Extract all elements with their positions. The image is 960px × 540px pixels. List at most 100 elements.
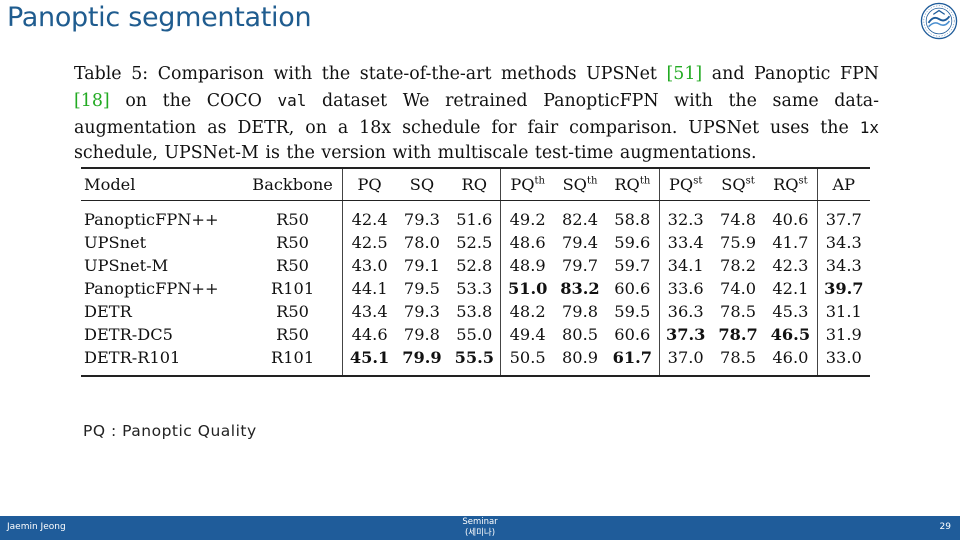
header-backbone: Backbone <box>242 167 344 201</box>
cell-sq-th: 82.4 <box>561 210 599 229</box>
cell-sq: 78.0 <box>403 233 440 252</box>
cell-pq: 45.1 <box>342 346 396 377</box>
table-caption: Table 5: Comparison with the state-of-th… <box>74 62 879 167</box>
cell-model: DETR-DC5 <box>84 325 173 344</box>
cell-sq-st: 75.9 <box>720 233 757 252</box>
cell-backbone: R101 <box>242 346 344 377</box>
cell-pq: 44.6 <box>351 325 388 344</box>
citation-link[interactable]: [18] <box>74 90 110 111</box>
cell-rq-st: 46.0 <box>764 346 818 377</box>
header-sq: SQ <box>395 167 449 201</box>
cell-pq: 43.0 <box>351 256 388 275</box>
header-rq-th: RQth <box>606 167 660 201</box>
header-sq-st-base: SQ <box>721 175 746 194</box>
caption-code: val <box>277 90 307 110</box>
cell-pq-st: 37.3 <box>665 325 706 344</box>
citation-link[interactable]: [51] <box>666 64 703 84</box>
cell-sq-st: 74.8 <box>720 210 757 229</box>
table-row: DETR-DC5 R50 44.6 79.8 55.0 49.4 80.5 60… <box>81 323 870 346</box>
header-pq-th-sup: th <box>534 175 545 187</box>
cell-sq: 79.1 <box>403 256 440 275</box>
cell-rq-th: 59.7 <box>606 254 660 277</box>
cell-sq: 79.9 <box>395 346 449 377</box>
cell-pq-th: 49.2 <box>509 210 546 229</box>
header-pq-st: PQst <box>659 167 712 201</box>
cell-pq-th: 51.0 <box>507 279 548 298</box>
cell-sq: 79.3 <box>403 210 440 229</box>
results-table: Model Backbone PQ SQ RQ PQth SQth RQth P… <box>81 167 870 377</box>
cell-rq: 53.8 <box>448 300 502 323</box>
table-row: UPSnet-M R50 43.0 79.1 52.8 48.9 79.7 59… <box>81 254 870 277</box>
cell-rq: 53.3 <box>448 277 502 300</box>
cell-rq-st: 41.7 <box>764 231 818 254</box>
cell-sq-th: 79.8 <box>561 302 599 321</box>
cell-model: DETR <box>84 302 132 321</box>
caption-text: on the COCO <box>109 90 278 111</box>
header-rq-th-base: RQ <box>614 175 640 194</box>
cell-sq-st: 78.7 <box>718 325 758 344</box>
cell-pq: 44.1 <box>351 279 388 298</box>
cell-sq-th: 80.9 <box>553 346 607 377</box>
header-rq-st: RQst <box>764 167 818 201</box>
cell-ap: 39.7 <box>824 279 864 298</box>
cell-sq-st: 78.2 <box>720 256 757 275</box>
cell-rq-th: 59.6 <box>606 231 660 254</box>
cell-ap: 37.7 <box>825 210 862 229</box>
caption-text: schedule, UPSNet-M is the version with m… <box>74 143 757 164</box>
header-pq-th: PQth <box>500 167 554 201</box>
caption-text: dataset We retrained PanopticFPN with th… <box>74 90 879 138</box>
table-row: DETR-R101 R101 45.1 79.9 55.5 50.5 80.9 … <box>81 346 870 377</box>
page-number: 29 <box>939 522 951 532</box>
header-pq-st-sup: st <box>693 175 703 187</box>
cell-sq: 79.3 <box>403 302 440 321</box>
cell-pq-th: 48.2 <box>509 302 546 321</box>
table-row: DETR R50 43.4 79.3 53.8 48.2 79.8 59.5 3… <box>81 300 870 323</box>
university-seal-icon <box>920 2 958 40</box>
pq-definition-note: PQ : Panoptic Quality <box>83 422 257 440</box>
cell-backbone: R50 <box>242 300 344 323</box>
cell-backbone: R50 <box>242 200 344 231</box>
caption-text: Table 5: Comparison with the state-of-th… <box>74 64 667 84</box>
cell-pq-th: 49.4 <box>509 325 546 344</box>
slide-title: Panoptic segmentation <box>7 2 312 33</box>
caption-code: 1x <box>859 117 879 137</box>
cell-pq-st: 34.1 <box>667 256 704 275</box>
header-sq-th-base: SQ <box>562 175 587 194</box>
cell-sq-st: 78.5 <box>720 302 757 321</box>
footer-bar: Jaemin Jeong Seminar (세미나) 29 <box>0 516 960 540</box>
cell-pq-st: 32.3 <box>667 210 704 229</box>
caption-text: and Panoptic FPN <box>702 64 879 84</box>
cell-rq: 52.5 <box>448 231 502 254</box>
cell-rq: 52.8 <box>448 254 502 277</box>
cell-ap: 31.1 <box>825 302 862 321</box>
header-rq-st-sup: st <box>798 175 808 187</box>
header-rq-st-base: RQ <box>773 175 799 194</box>
table-row: PanopticFPN++ R50 42.4 79.3 51.6 49.2 82… <box>81 200 870 231</box>
cell-rq: 55.5 <box>448 346 502 377</box>
cell-sq-st: 78.5 <box>711 346 765 377</box>
cell-rq-st: 46.5 <box>764 323 818 346</box>
header-rq-th-sup: th <box>639 175 651 187</box>
footer-seminar: Seminar (세미나) <box>440 517 520 538</box>
cell-rq-th: 61.7 <box>606 346 660 377</box>
cell-pq-st: 37.0 <box>659 346 712 377</box>
cell-sq: 79.5 <box>403 279 440 298</box>
footer-seminar-line1: Seminar <box>462 517 498 527</box>
cell-rq-st: 40.6 <box>764 200 818 231</box>
cell-sq-th: 80.5 <box>561 325 599 344</box>
cell-sq-st: 74.0 <box>720 279 757 298</box>
cell-rq-th: 60.6 <box>606 323 660 346</box>
cell-pq-st: 33.4 <box>667 233 704 252</box>
header-sq-th: SQth <box>553 167 607 201</box>
header-ap: AP <box>817 167 870 201</box>
cell-model: UPSnet <box>84 233 147 252</box>
cell-backbone: R50 <box>242 323 344 346</box>
header-pq: PQ <box>342 167 396 201</box>
header-sq-st-sup: st <box>745 175 755 187</box>
cell-model: DETR-R101 <box>81 346 243 377</box>
cell-backbone: R101 <box>242 277 344 300</box>
cell-rq: 51.6 <box>448 200 502 231</box>
cell-sq-th: 83.2 <box>560 279 600 298</box>
header-rq: RQ <box>448 167 502 201</box>
cell-pq: 42.4 <box>351 210 388 229</box>
